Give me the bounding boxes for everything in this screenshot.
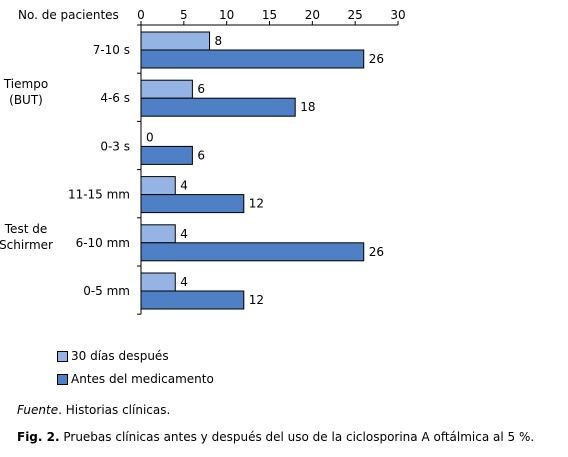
group-label: Schirmer [0, 238, 53, 252]
bar [140, 97, 296, 117]
bar [140, 176, 176, 196]
bar [140, 49, 365, 69]
group-label: Tiempo [3, 77, 48, 91]
data-label: 12 [249, 293, 264, 307]
data-label: 18 [300, 100, 315, 114]
source-text: . Historias clínicas. [58, 403, 171, 417]
bar [140, 31, 211, 51]
data-label: 6 [197, 82, 205, 96]
data-label: 4 [180, 179, 188, 193]
bar [140, 194, 245, 214]
data-label: 4 [180, 275, 188, 289]
bar [140, 242, 365, 262]
data-label: 0 [146, 130, 154, 144]
legend-swatch-series-2 [57, 373, 68, 385]
source-label: Fuente [17, 403, 59, 417]
legend-item-series-2: Antes del medicamento [57, 372, 214, 386]
category-label: 0-5 mm [83, 284, 130, 298]
group-label: Test de [4, 222, 47, 236]
bar [140, 145, 193, 165]
data-label: 12 [249, 197, 264, 211]
category-label: 6-10 mm [76, 236, 130, 250]
caption-label: Fig. 2. [17, 430, 60, 444]
legend-label-series-1: 30 días después [71, 349, 169, 363]
data-label: 26 [369, 245, 384, 259]
x-tick-label: 30 [390, 8, 405, 22]
data-label: 4 [180, 227, 188, 241]
data-label: 26 [369, 52, 384, 66]
figure-caption: Fig. 2. Pruebas clínicas antes y después… [17, 430, 534, 444]
x-tick-label: 10 [219, 8, 234, 22]
x-tick-label: 5 [180, 8, 188, 22]
group-label: (BUT) [9, 93, 43, 107]
bar [140, 290, 245, 310]
x-tick-label: 15 [262, 8, 277, 22]
legend-swatch-series-1 [57, 350, 68, 362]
bar [140, 272, 176, 292]
axis-title: No. de pacientes [18, 8, 119, 22]
legend-label-series-2: Antes del medicamento [71, 372, 214, 386]
category-label: 4-6 s [100, 91, 130, 105]
x-tick-label: 20 [305, 8, 320, 22]
x-tick-label: 0 [137, 8, 145, 22]
category-label: 7-10 s [93, 43, 130, 57]
bar [140, 224, 176, 244]
x-tick-label: 25 [348, 8, 363, 22]
legend-item-series-1: 30 días después [57, 349, 169, 363]
data-label: 6 [197, 148, 205, 162]
category-label: 0-3 s [100, 139, 130, 153]
category-label: 11-15 mm [68, 188, 130, 202]
data-label: 8 [215, 34, 223, 48]
source-note: Fuente. Historias clínicas. [17, 403, 170, 417]
caption-text: Pruebas clínicas antes y después del uso… [59, 430, 535, 444]
bar [140, 79, 193, 99]
bar-chart: 0 5 10 15 20 25 30 7-10 s 4-6 s 0-3 s 11-15 mm 6-10… [0, 8, 406, 315]
